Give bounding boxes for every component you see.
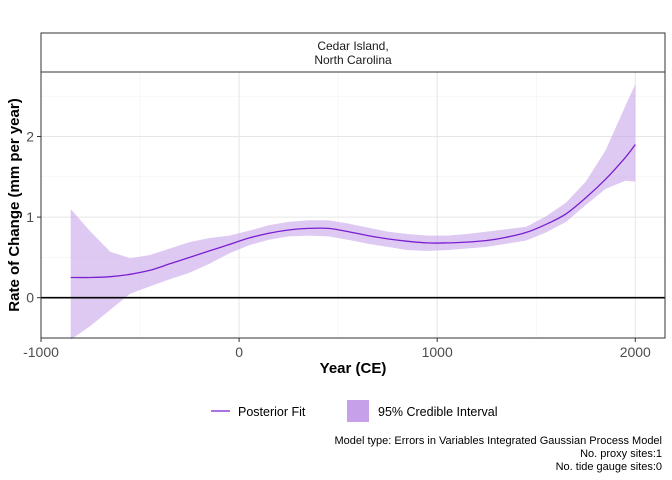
facet-strip: Cedar Island, North Carolina <box>40 32 666 73</box>
posterior-fit-line <box>70 144 636 279</box>
facet-label-line-2: North Carolina <box>314 53 392 67</box>
x-axis-ticks: -1000 0 1000 2000 <box>23 338 651 360</box>
y-axis-title: Rate of Change (mm per year) <box>6 98 23 311</box>
facet-label-line-1: Cedar Island, <box>317 39 388 53</box>
y-tick-label-0: 0 <box>26 290 34 306</box>
panel-background <box>41 72 665 338</box>
panel-border <box>40 71 666 339</box>
y-axis-ticks: 0 1 2 <box>26 128 41 306</box>
x-tick-label-0: -1000 <box>23 344 59 360</box>
y-tick-label-2: 2 <box>26 128 34 144</box>
legend-key-credible-interval <box>347 400 369 422</box>
caption-tide-gauge-sites: No. tide gauge sites:0 <box>556 461 662 473</box>
x-tick-label-2: 1000 <box>422 344 453 360</box>
caption: Model type: Errors in Variables Integrat… <box>334 435 662 473</box>
legend: Posterior Fit 95% Credible Interval <box>211 400 498 422</box>
legend-label-credible-interval: 95% Credible Interval <box>378 405 498 419</box>
caption-model-type: Model type: Errors in Variables Integrat… <box>334 435 662 447</box>
y-tick-label-1: 1 <box>26 209 34 225</box>
plot-panel <box>40 71 666 340</box>
x-tick-label-3: 2000 <box>620 344 651 360</box>
x-axis-title: Year (CE) <box>320 360 387 377</box>
facet-strip-box <box>40 32 666 73</box>
caption-proxy-sites: No. proxy sites:1 <box>580 448 662 460</box>
x-tick-label-1: 0 <box>235 344 243 360</box>
legend-label-posterior-fit: Posterior Fit <box>238 405 306 419</box>
